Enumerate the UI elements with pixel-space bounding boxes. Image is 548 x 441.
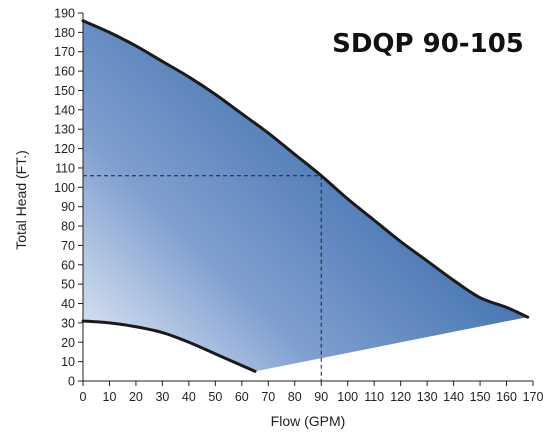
y-axis-title: Total Head (FT.)	[13, 150, 29, 250]
x-tick-label: 130	[417, 390, 438, 404]
y-tick-label: 40	[61, 297, 75, 311]
x-tick-label: 30	[155, 390, 169, 404]
x-tick-label: 50	[208, 390, 222, 404]
max-head-curve	[81, 19, 530, 319]
x-tick-label: 10	[103, 390, 117, 404]
y-tick-label: 10	[61, 355, 75, 369]
y-tick-label: 140	[54, 103, 75, 117]
x-tick-label: 120	[390, 390, 411, 404]
y-tick-label: 190	[54, 7, 75, 21]
x-tick-label: 0	[80, 390, 87, 404]
reference-lines	[83, 175, 322, 381]
y-tick-label: 30	[61, 316, 75, 330]
x-tick-label: 40	[182, 390, 196, 404]
y-tick-label: 80	[61, 220, 75, 234]
x-tick-label: 80	[288, 390, 302, 404]
y-tick-label: 0	[68, 375, 75, 389]
y-tick-label: 170	[54, 45, 75, 59]
axes: 0102030405060708090100110120130140150160…	[54, 7, 543, 405]
y-tick-label: 50	[61, 278, 75, 292]
x-tick-label: 140	[443, 390, 464, 404]
min-head-curve	[81, 319, 257, 373]
y-tick-label: 160	[54, 65, 75, 79]
x-tick-label: 170	[523, 390, 544, 404]
operating-range-area	[83, 20, 528, 372]
y-tick-label: 120	[54, 142, 75, 156]
y-tick-label: 90	[61, 200, 75, 214]
y-tick-label: 70	[61, 239, 75, 253]
performance-curves	[81, 19, 530, 373]
chart-title: SDQP 90-105	[332, 29, 524, 59]
y-tick-label: 60	[61, 258, 75, 272]
x-axis-title: Flow (GPM)	[271, 413, 346, 429]
x-tick-label: 70	[261, 390, 275, 404]
x-tick-label: 150	[470, 390, 491, 404]
y-tick-label: 100	[54, 181, 75, 195]
x-tick-label: 110	[364, 390, 384, 404]
y-tick-label: 180	[54, 26, 75, 40]
x-tick-label: 90	[314, 390, 328, 404]
y-tick-label: 20	[61, 336, 75, 350]
y-tick-label: 110	[55, 161, 75, 175]
x-tick-label: 160	[496, 390, 517, 404]
x-tick-label: 20	[129, 390, 143, 404]
x-tick-label: 100	[337, 390, 358, 404]
y-tick-label: 130	[54, 123, 75, 137]
y-tick-label: 150	[54, 84, 75, 98]
x-tick-label: 60	[235, 390, 249, 404]
